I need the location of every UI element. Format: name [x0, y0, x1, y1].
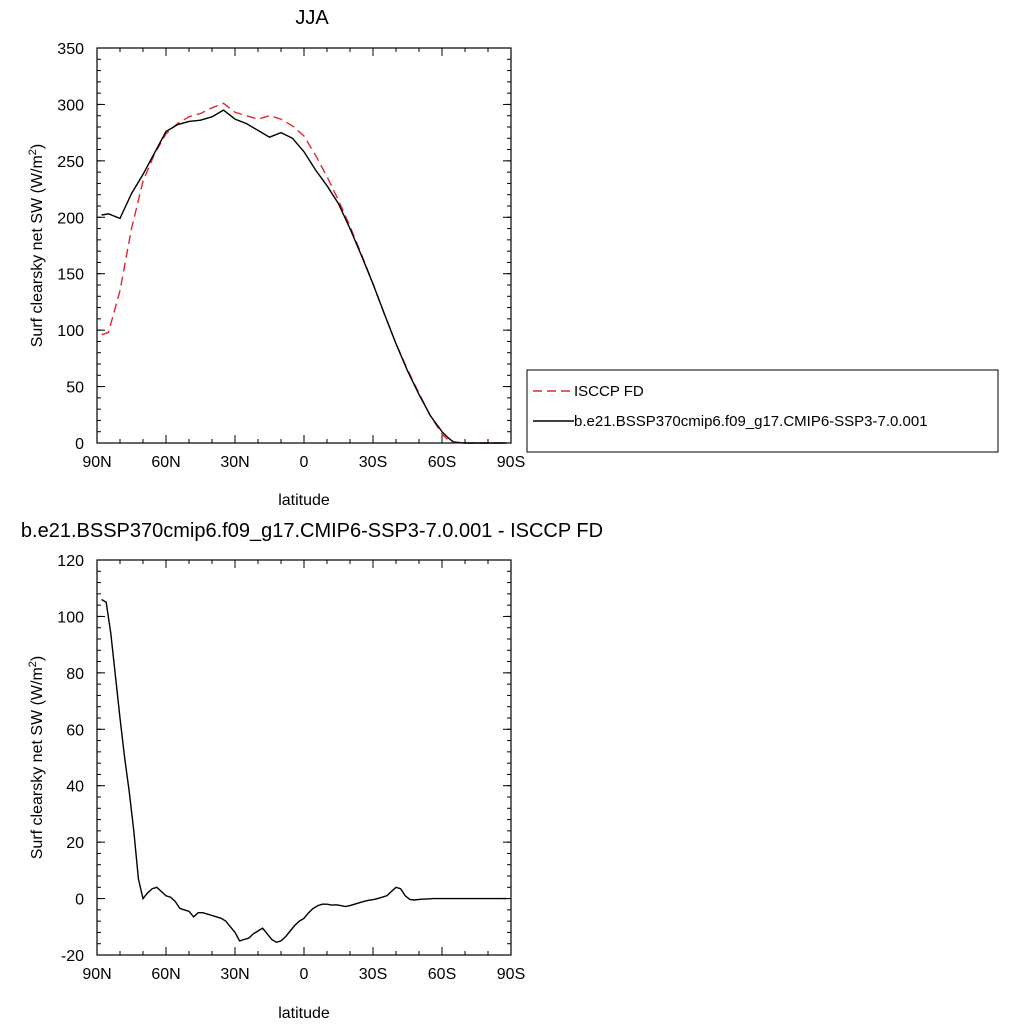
y-tick-label: 60: [66, 722, 84, 739]
x-tick-label: 0: [300, 454, 309, 471]
plot-frame: [96, 559, 512, 956]
y-tick-label: 40: [66, 779, 84, 796]
x-tick-label: 90N: [82, 966, 111, 983]
x-tick-label: 90S: [497, 454, 525, 471]
legend-label: ISCCP FD: [574, 383, 644, 400]
y-tick-label: -20: [61, 948, 84, 965]
x-tick-label: 30N: [220, 966, 249, 983]
x-tick-label: 60N: [151, 454, 180, 471]
legend: ISCCP FD b.e21.BSSP370cmip6.f09_g17.CMIP6…: [526, 369, 999, 453]
series-line-model: [101, 598, 507, 944]
chart-title: b.e21.BSSP370cmip6.f09_g17.CMIP6-SSP3-7.…: [21, 520, 603, 542]
y-tick-label: 0: [75, 892, 84, 909]
y-axis-label-superscript: 2: [27, 661, 39, 667]
x-tick-label: 60S: [428, 454, 456, 471]
y-axis-label: Surf clearsky net SW (W/m2): [27, 656, 46, 859]
x-axis-label: latitude: [278, 492, 330, 509]
y-axis-label: Surf clearsky net SW (W/m2): [27, 144, 46, 347]
plot-frame: [96, 47, 512, 444]
y-tick-label: 300: [57, 97, 84, 114]
y-tick-label: 250: [57, 154, 84, 171]
difference-plot: b.e21.BSSP370cmip6.f09_g17.CMIP6-SSP3-7.…: [21, 520, 603, 1022]
x-tick-label: 90N: [82, 454, 111, 471]
y-axis-label-superscript: 2: [27, 149, 39, 155]
x-tick-label: 0: [300, 966, 309, 983]
y-tick-label: 0: [75, 436, 84, 453]
y-tick-label: 120: [57, 553, 84, 570]
x-axis-label: latitude: [278, 1005, 330, 1022]
series-line-model: [101, 109, 507, 444]
y-tick-label: 350: [57, 41, 84, 58]
x-tick-label: 90S: [497, 966, 525, 983]
y-axis-label-main: Surf clearsky net SW (W/m: [29, 667, 46, 859]
y-tick-label: 20: [66, 835, 84, 852]
y-tick-label: 150: [57, 267, 84, 284]
y-axis-label-close: ): [29, 144, 46, 149]
y-tick-label: 200: [57, 210, 84, 227]
y-axis-label-close: ): [29, 656, 46, 661]
y-tick-label: 50: [66, 380, 84, 397]
series-line-isccp: [101, 102, 507, 444]
legend-label: b.e21.BSSP370cmip6.f09_g17.CMIP6-SSP3-7.…: [574, 413, 928, 430]
y-tick-label: 100: [57, 609, 84, 626]
x-tick-label: 30S: [359, 454, 387, 471]
y-tick-label: 100: [57, 323, 84, 340]
x-tick-label: 30N: [220, 454, 249, 471]
x-tick-label: 30S: [359, 966, 387, 983]
y-axis-label-main: Surf clearsky net SW (W/m: [29, 155, 46, 347]
x-tick-label: 60N: [151, 966, 180, 983]
zonal-mean-plot: JJA 90N 60N 30N 0 30S 60S 90S 0 50 100 150 200 250 300…: [27, 7, 525, 509]
y-tick-label: 80: [66, 666, 84, 683]
chart-title: JJA: [295, 7, 329, 29]
legend-box: [526, 369, 999, 453]
x-tick-label: 60S: [428, 966, 456, 983]
